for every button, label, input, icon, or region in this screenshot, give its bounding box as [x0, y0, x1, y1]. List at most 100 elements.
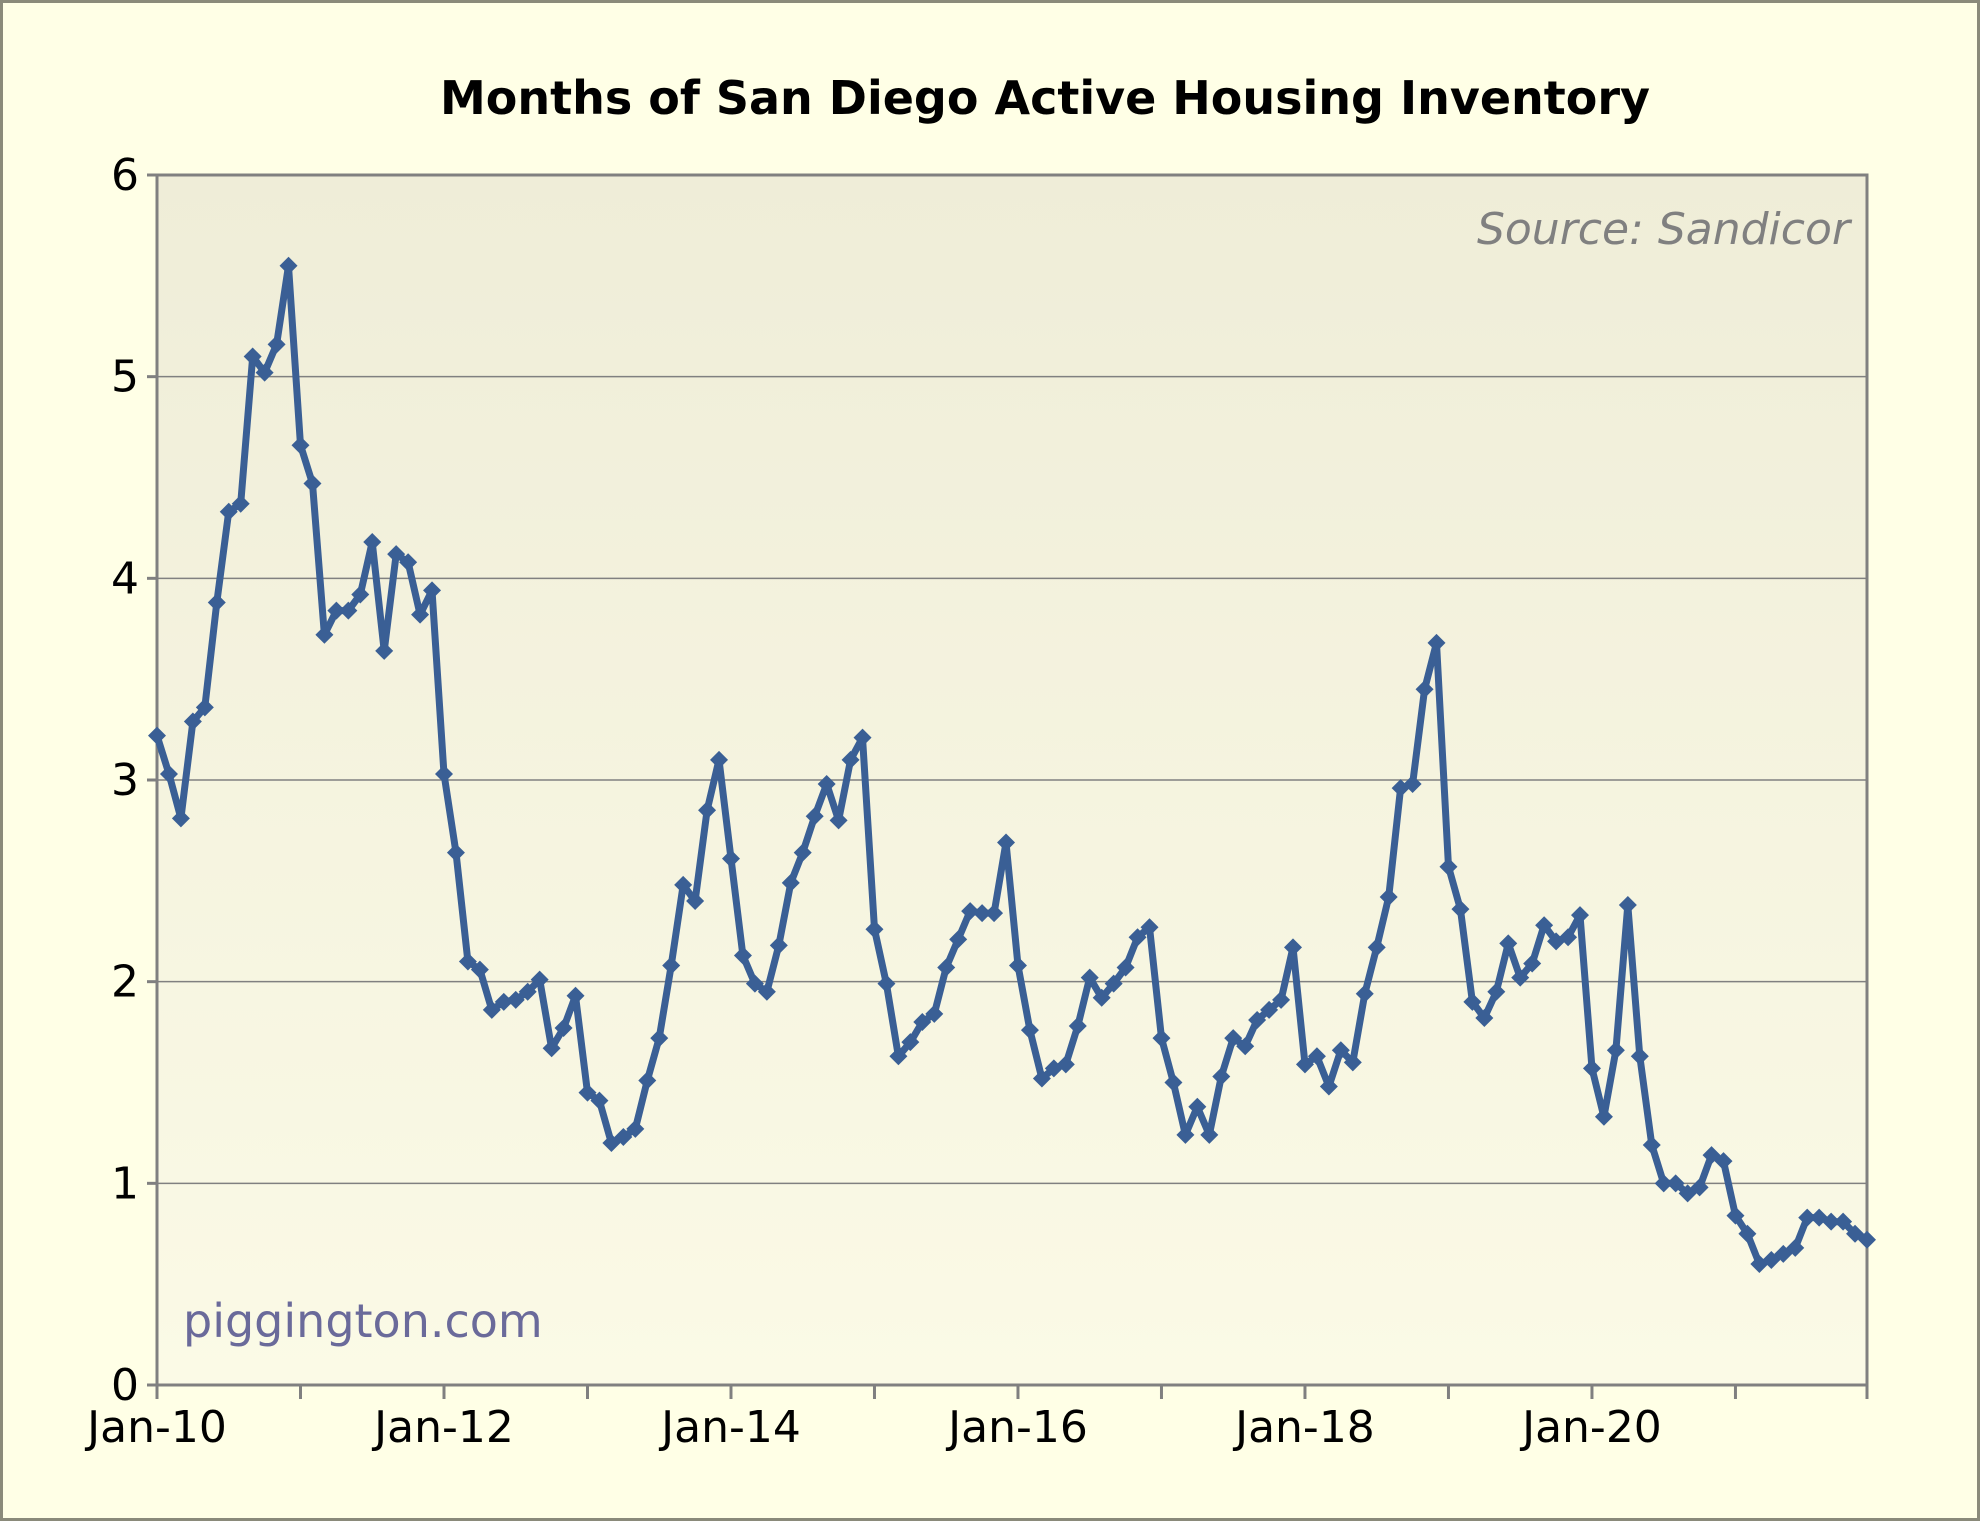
data-point	[865, 920, 884, 939]
data-point	[949, 930, 968, 949]
data-point	[554, 1019, 573, 1038]
data-point	[171, 809, 190, 828]
data-point	[446, 843, 465, 862]
data-point	[1331, 1041, 1350, 1060]
data-point	[853, 728, 872, 747]
data-point	[1654, 1174, 1673, 1193]
data-point	[1439, 857, 1458, 876]
data-point	[745, 974, 764, 993]
data-point	[1786, 1238, 1805, 1257]
x-axis-ticks: Jan-10 Jan-12 Jan-14 Jan-16 Jan-18 Jan-20	[84, 1385, 1869, 1453]
data-point	[1463, 992, 1482, 1011]
data-point	[650, 1029, 669, 1048]
data-point	[1355, 984, 1374, 1003]
data-point	[638, 1071, 657, 1090]
data-point	[1846, 1224, 1865, 1243]
data-point	[1260, 1000, 1279, 1019]
data-point	[757, 982, 776, 1001]
data-point	[614, 1127, 633, 1146]
data-point	[1307, 1047, 1326, 1066]
data-point	[243, 347, 262, 366]
source-note: Source: Sandicor	[1477, 204, 1853, 255]
data-point	[1702, 1146, 1721, 1165]
series-inventory	[148, 256, 1876, 1273]
data-point	[1523, 954, 1542, 973]
data-point	[769, 936, 788, 955]
data-point	[1092, 988, 1111, 1007]
data-point	[578, 1083, 597, 1102]
y-tick-label: 4	[111, 553, 139, 604]
data-point	[423, 581, 442, 600]
data-point	[399, 553, 418, 572]
data-point	[1666, 1174, 1685, 1193]
data-point	[363, 533, 382, 552]
data-point	[1738, 1224, 1757, 1243]
data-point	[973, 904, 992, 923]
data-point	[997, 833, 1016, 852]
data-point	[1858, 1230, 1876, 1249]
data-point	[148, 726, 166, 745]
data-point	[1068, 1017, 1087, 1036]
data-point	[1367, 938, 1386, 957]
y-tick-label: 0	[111, 1360, 139, 1411]
data-point	[698, 801, 717, 820]
data-point	[1176, 1125, 1195, 1144]
x-tick-label: Jan-12	[371, 1402, 514, 1453]
data-point	[1248, 1010, 1267, 1029]
data-point	[1236, 1037, 1255, 1056]
data-point	[1140, 918, 1159, 937]
data-point	[1678, 1184, 1697, 1203]
data-point	[1104, 974, 1123, 993]
data-point	[961, 902, 980, 921]
data-point	[781, 873, 800, 892]
data-point	[183, 712, 202, 731]
data-point	[590, 1091, 609, 1110]
data-point	[255, 363, 274, 382]
data-point	[506, 990, 525, 1009]
data-point	[219, 502, 238, 521]
data-point	[1427, 633, 1446, 652]
data-point	[877, 974, 896, 993]
data-point	[1511, 968, 1530, 987]
data-point	[1343, 1053, 1362, 1072]
data-point	[387, 545, 406, 564]
data-point	[1008, 956, 1027, 975]
data-point	[1272, 990, 1291, 1009]
y-tick-label: 3	[111, 755, 139, 806]
data-point	[1164, 1073, 1183, 1092]
x-tick-label: Jan-14	[658, 1402, 801, 1453]
data-point	[626, 1119, 645, 1138]
data-point	[1379, 887, 1398, 906]
data-point	[1594, 1107, 1613, 1126]
y-tick-label: 6	[111, 150, 139, 201]
data-point	[1295, 1055, 1314, 1074]
data-point	[530, 970, 549, 989]
y-tick-label: 1	[111, 1158, 139, 1209]
y-axis-ticks: 0 1 2 3 4 5 6	[111, 150, 157, 1411]
data-point	[733, 946, 752, 965]
data-point	[315, 625, 334, 644]
data-point	[937, 958, 956, 977]
data-point	[1618, 896, 1637, 915]
data-point	[159, 764, 178, 783]
x-tick-label: Jan-16	[945, 1402, 1088, 1453]
data-point	[1774, 1244, 1793, 1263]
data-point	[1690, 1178, 1709, 1197]
data-point	[411, 605, 430, 624]
data-point	[351, 585, 370, 604]
data-point	[267, 335, 286, 354]
data-point	[1606, 1041, 1625, 1060]
data-point	[602, 1134, 621, 1152]
data-point	[482, 1000, 501, 1019]
data-point	[1822, 1212, 1841, 1231]
data-point	[686, 892, 705, 910]
data-point	[817, 775, 836, 794]
data-point	[710, 750, 729, 769]
x-tick-label: Jan-18	[1232, 1402, 1375, 1453]
data-point	[829, 811, 848, 830]
data-point	[1726, 1206, 1745, 1225]
data-point	[1188, 1097, 1207, 1116]
data-point	[207, 593, 226, 612]
data-point	[1571, 906, 1590, 925]
